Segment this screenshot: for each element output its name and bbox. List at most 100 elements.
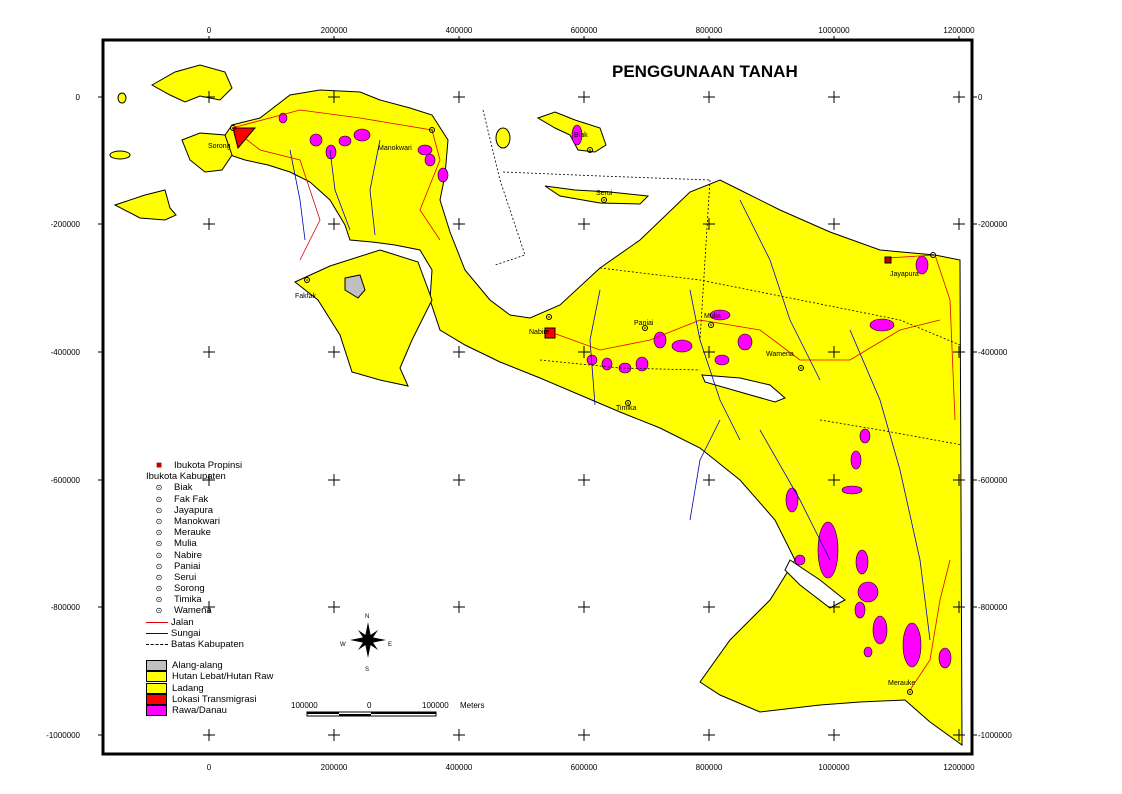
grid-cross [328,601,340,613]
salawati-island [181,132,233,173]
x-tick-bottom: 0 [207,763,212,772]
swamp-area [872,615,888,645]
grid-cross [203,601,215,613]
grassland-patch [344,274,366,299]
line-swatch-icon [146,644,168,646]
legend-regency-item: ⊙ Biak [146,482,273,493]
swamp-area [854,601,866,619]
y-tick-right: 0 [978,93,983,102]
city-marker-icon [601,197,607,203]
grid-cross [328,474,340,486]
city-marker-icon [429,127,435,133]
swamp-area [857,581,879,603]
y-tick-right: -200000 [978,220,1008,229]
grid-cross [578,474,590,486]
swamp-area [437,167,449,183]
line-swatch-icon [146,621,168,623]
city-marker-icon [798,365,804,371]
city-marker-icon [930,252,936,258]
swamp-area [785,487,799,513]
yapen-island [544,185,650,205]
line-swatch-icon [146,632,168,634]
regency-capital-icon: ⊙ [155,539,163,549]
city-label: Paniai [634,320,654,327]
grid-crosses [203,91,965,741]
y-tick-left: 0 [76,93,81,102]
grid-cross [578,218,590,230]
legend-label: Timika [174,594,202,606]
swamp-area [938,647,952,669]
grid-cross [453,218,465,230]
swamp-area [855,549,869,575]
legend-line-item: Sungai [146,628,273,639]
regency-capital-icon: ⊙ [155,505,163,515]
compass-s: S [365,667,369,673]
swamp-area [601,357,613,371]
city-label: Biak [574,132,588,139]
grid-cross [953,91,965,103]
legend-label: Jalan [171,616,194,628]
compass-e: E [388,642,392,648]
legend-regency-item: ⊙ Merauke [146,527,273,538]
fakfak-peninsula-polygon [294,249,433,387]
legend-label: Biak [174,482,193,494]
legend-label: Sorong [174,583,205,595]
swamp-area [635,356,649,372]
x-tick-bottom: 1000000 [818,763,850,772]
swamp-area [841,485,863,495]
regency-capital-icon: ⊙ [155,606,163,616]
grid-cross [578,729,590,741]
legend-landuse-item: Rawa/Danau [146,705,273,717]
city-marker-icon [625,400,631,406]
swamp-area [850,450,862,470]
legend-regency-item: ⊙ Paniai [146,561,273,572]
compass-n: N [365,614,369,620]
city-label: Jayapura [890,271,919,278]
legend-regency-item: ⊙ Jayapura [146,505,273,516]
island [495,127,511,149]
regency-capital-icon: ⊙ [155,572,163,582]
x-tick-bottom: 1200000 [943,763,975,772]
regency-capital-icon: ⊙ [155,528,163,538]
grid-cross [328,91,340,103]
legend-landuse-item: Ladang [146,683,273,694]
provincial-capital-marker [884,256,892,264]
grid-cross [578,346,590,358]
grid-cross [578,91,590,103]
grid-cross [328,218,340,230]
provincial-capital-icon: ■ [155,460,163,471]
legend-regency-heading: Ibukota Kabupaten [146,471,226,483]
grid-cross [203,91,215,103]
grid-cross [828,346,840,358]
legend-label: Mulia [174,538,197,550]
city-marker-icon [708,322,714,328]
legend-landuse-item: Alang-alang [146,660,273,672]
swamp-area [278,112,288,124]
waigeo-island [150,64,233,103]
legend-regency-item: ⊙ Mulia [146,538,273,549]
swamp-area [817,521,839,579]
scale-bar: 100000 0 100000 Meters [291,701,484,717]
x-tick-top: 1200000 [943,26,975,35]
city-label: Nabire [529,329,550,336]
legend-label: Ladang [172,682,204,694]
island [117,92,127,104]
legend-landuse-item: Hutan Lebat/Hutan Raw [146,671,273,683]
legend-regency-item: ⊙ Timika [146,594,273,605]
grid-cross [703,601,715,613]
grid-cross [703,218,715,230]
grid-cross [453,91,465,103]
legend-label: Merauke [174,527,211,539]
land-layer [109,64,963,746]
grid-cross [828,474,840,486]
scale-mid: 0 [367,701,372,710]
map-title: PENGGUNAAN TANAH [612,62,798,81]
legend-label: Sungai [171,627,201,639]
x-tick-top: 800000 [696,26,723,35]
legend-line-item: Jalan [146,617,273,628]
y-tick-right: -1000000 [978,731,1012,740]
legend-label: Alang-alang [172,660,223,672]
swamp-area [794,554,806,566]
regency-capital-icon: ⊙ [155,595,163,605]
